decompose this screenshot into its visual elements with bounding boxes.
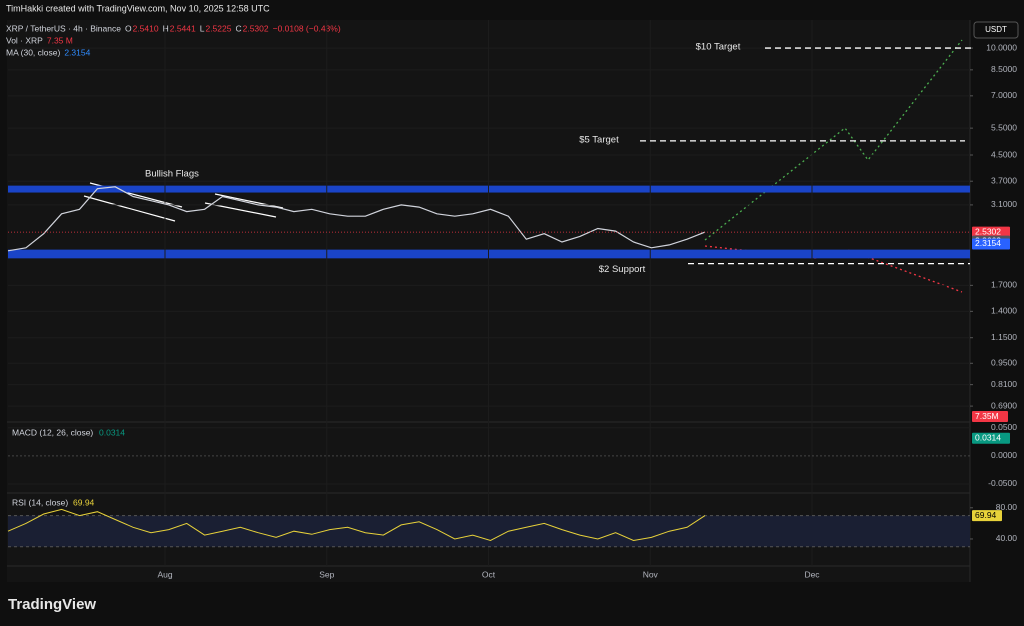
legend-change: −0.0108 (−0.43%) xyxy=(273,23,341,33)
rsi-label: RSI (14, close) xyxy=(12,497,68,507)
y-tick-label: -0.0500 xyxy=(988,478,1017,488)
y-tick-label: 1.7000 xyxy=(991,280,1017,290)
macd-label: MACD (12, 26, close) xyxy=(12,427,93,437)
y-tick-label: 0.6900 xyxy=(991,400,1017,410)
legend-symbol: XRP / TetherUS · 4h · Binance xyxy=(6,23,121,33)
price-line xyxy=(7,186,706,252)
legend-ohlc-value: 2.5302 xyxy=(243,23,269,33)
y-tick-label: 5.5000 xyxy=(991,122,1017,132)
legend-ohlc-key: O xyxy=(125,23,132,33)
legend-ohlc-key: L xyxy=(200,23,205,33)
volume-tag-label: 7.35M xyxy=(975,411,999,421)
price-tag xyxy=(972,238,1010,250)
legend-ohlc-key: H xyxy=(163,23,169,33)
flag-line xyxy=(83,195,176,222)
price-tag xyxy=(972,226,1010,238)
y-tick-label: 0.0000 xyxy=(991,450,1017,460)
rsi-tag-label: 69.94 xyxy=(975,510,997,520)
rsi-band xyxy=(8,515,970,547)
legend-ohlc-value: 2.5225 xyxy=(205,23,231,33)
legend-ohlc-key: C xyxy=(235,23,241,33)
y-tick-label: 3.7000 xyxy=(991,175,1017,185)
y-tick-label: 1.1500 xyxy=(991,332,1017,342)
flag-line xyxy=(214,193,284,209)
currency-box[interactable] xyxy=(973,21,1019,39)
legend-ma-value: 2.3154 xyxy=(64,47,90,57)
price-tag-label: 2.3154 xyxy=(975,238,1001,248)
legend-volume-label: Vol · XRP xyxy=(6,35,43,45)
macd-value: 0.0314 xyxy=(99,427,125,437)
rsi-value: 69.94 xyxy=(73,497,95,507)
x-tick-label: Aug xyxy=(157,569,172,579)
y-tick-label: 7.0000 xyxy=(991,90,1017,100)
annotation: Bullish Flags xyxy=(145,169,199,180)
header: TimHakki created with TradingView.com, N… xyxy=(6,3,270,13)
y-tick-label: 3.1000 xyxy=(991,199,1017,209)
x-tick-label: Nov xyxy=(643,569,659,579)
y-tick-label: 10.0000 xyxy=(986,42,1017,52)
footer-logo: TradingView xyxy=(8,596,96,613)
y-tick-label: 0.9500 xyxy=(991,358,1017,368)
y-tick-label: 40.00 xyxy=(996,533,1018,543)
y-tick-label: 8.5000 xyxy=(991,64,1017,74)
rsi-line xyxy=(7,508,706,542)
legend-volume-value: 7.35 M xyxy=(47,35,73,45)
y-tick-label: 4.5000 xyxy=(991,149,1017,159)
level-label: $5 Target xyxy=(579,134,619,145)
currency[interactable]: USDT xyxy=(985,25,1007,34)
y-tick-label: 0.0500 xyxy=(991,422,1017,432)
level-label: $10 Target xyxy=(696,42,741,53)
rsi-tag xyxy=(972,510,1002,522)
x-tick-label: Dec xyxy=(804,569,820,579)
legend-ma-label: MA (30, close) xyxy=(6,47,60,57)
x-tick-label: Oct xyxy=(482,569,496,579)
x-tick-label: Sep xyxy=(319,569,334,579)
legend-ohlc-value: 2.5441 xyxy=(170,23,196,33)
y-tick-label: 1.4000 xyxy=(991,306,1017,316)
macd-tag-label: 0.0314 xyxy=(975,433,1001,443)
y-tick-label: 80.00 xyxy=(996,502,1018,512)
macd-tag xyxy=(972,432,1010,444)
volume-tag xyxy=(972,411,1008,422)
level-label: $2 Support xyxy=(599,264,646,275)
price-tag-label: 2.5302 xyxy=(975,226,1001,236)
y-tick-label: 0.8100 xyxy=(991,379,1017,389)
legend-ohlc-value: 2.5410 xyxy=(133,23,159,33)
